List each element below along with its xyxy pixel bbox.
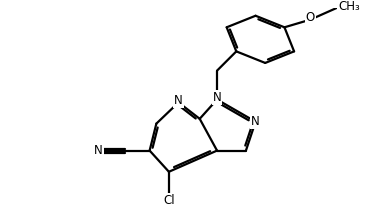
Text: N: N: [94, 144, 103, 157]
Text: O: O: [306, 11, 315, 24]
Text: N: N: [174, 94, 183, 107]
Text: Cl: Cl: [163, 194, 175, 207]
Text: N: N: [251, 115, 260, 128]
Text: CH₃: CH₃: [338, 0, 360, 13]
Text: N: N: [213, 91, 222, 104]
